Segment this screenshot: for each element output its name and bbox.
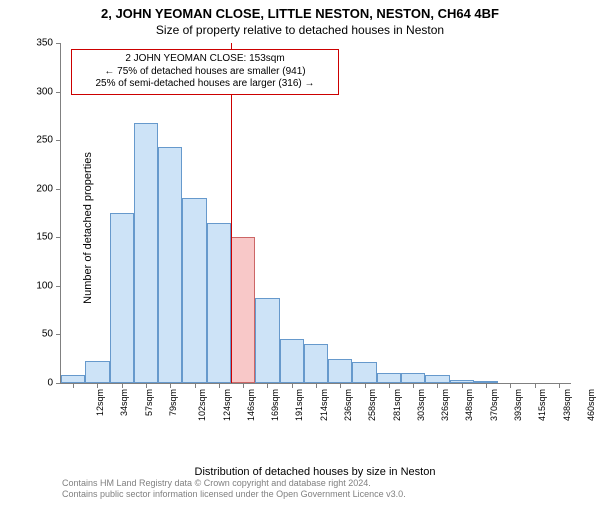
x-tick-label: 415sqm	[537, 389, 547, 421]
x-tick-label: 124sqm	[222, 389, 232, 421]
x-tick	[365, 383, 366, 388]
histogram-bar	[61, 375, 85, 383]
annotation-line: 25% of semi-detached houses are larger (…	[78, 78, 332, 91]
histogram-bar	[304, 344, 328, 383]
x-tick	[267, 383, 268, 388]
histogram-bar-highlight	[231, 237, 255, 383]
x-tick-label: 303sqm	[416, 389, 426, 421]
y-tick-label: 350	[36, 38, 53, 49]
x-tick	[486, 383, 487, 388]
y-tick-label: 0	[47, 378, 53, 389]
x-tick-label: 438sqm	[562, 389, 572, 421]
histogram-bar	[182, 198, 206, 383]
x-tick-label: 326sqm	[440, 389, 450, 421]
histogram-bar	[401, 373, 425, 383]
x-tick-label: 57sqm	[144, 389, 154, 416]
histogram-bar	[158, 147, 182, 383]
x-tick	[122, 383, 123, 388]
x-tick	[437, 383, 438, 388]
y-tick	[56, 286, 61, 287]
y-tick	[56, 237, 61, 238]
x-tick	[97, 383, 98, 388]
y-tick-label: 300	[36, 86, 53, 97]
x-tick	[462, 383, 463, 388]
x-tick	[170, 383, 171, 388]
x-tick-label: 281sqm	[392, 389, 402, 421]
annotation-box: 2 JOHN YEOMAN CLOSE: 153sqm← 75% of deta…	[71, 49, 339, 95]
y-tick	[56, 140, 61, 141]
y-tick	[56, 92, 61, 93]
x-tick-label: 191sqm	[294, 389, 304, 421]
x-tick-label: 34sqm	[119, 389, 129, 416]
histogram-bar	[110, 213, 134, 383]
attribution-footer: Contains HM Land Registry data © Crown c…	[62, 478, 406, 500]
x-tick-label: 146sqm	[246, 389, 256, 421]
histogram-bar	[255, 298, 279, 383]
x-tick	[292, 383, 293, 388]
x-tick-label: 258sqm	[367, 389, 377, 421]
x-tick-label: 370sqm	[489, 389, 499, 421]
x-tick	[243, 383, 244, 388]
y-tick	[56, 189, 61, 190]
x-tick-label: 393sqm	[513, 389, 523, 421]
y-tick	[56, 43, 61, 44]
histogram-chart: Number of detached properties 0501001502…	[60, 43, 570, 413]
x-tick-label: 169sqm	[270, 389, 280, 421]
x-tick	[146, 383, 147, 388]
annotation-line: 2 JOHN YEOMAN CLOSE: 153sqm	[78, 53, 332, 66]
x-tick	[559, 383, 560, 388]
x-tick-label: 12sqm	[95, 389, 105, 416]
y-tick-label: 250	[36, 135, 53, 146]
footer-line-2: Contains public sector information licen…	[62, 489, 406, 500]
x-tick	[73, 383, 74, 388]
x-tick	[316, 383, 317, 388]
histogram-bar	[280, 339, 304, 383]
histogram-bar	[85, 361, 109, 383]
histogram-bar	[134, 123, 158, 383]
x-tick	[413, 383, 414, 388]
y-tick-label: 50	[42, 329, 53, 340]
histogram-bar	[425, 375, 449, 383]
x-tick	[219, 383, 220, 388]
x-tick	[340, 383, 341, 388]
page-subtitle: Size of property relative to detached ho…	[0, 23, 600, 37]
y-tick-label: 150	[36, 232, 53, 243]
x-tick-label: 236sqm	[343, 389, 353, 421]
page-title: 2, JOHN YEOMAN CLOSE, LITTLE NESTON, NES…	[0, 6, 600, 21]
y-tick-label: 100	[36, 280, 53, 291]
footer-line-1: Contains HM Land Registry data © Crown c…	[62, 478, 406, 489]
plot-area: 05010015020025030035012sqm34sqm57sqm79sq…	[60, 43, 571, 384]
y-tick	[56, 383, 61, 384]
y-tick-label: 200	[36, 183, 53, 194]
histogram-bar	[328, 359, 352, 383]
x-tick-label: 460sqm	[586, 389, 596, 421]
x-tick	[195, 383, 196, 388]
x-tick	[535, 383, 536, 388]
x-tick-label: 79sqm	[168, 389, 178, 416]
x-tick-label: 102sqm	[197, 389, 207, 421]
histogram-bar	[207, 223, 231, 383]
x-axis-title: Distribution of detached houses by size …	[60, 466, 570, 478]
x-tick	[510, 383, 511, 388]
histogram-bar	[377, 373, 401, 383]
histogram-bar	[352, 362, 376, 383]
x-tick	[389, 383, 390, 388]
y-tick	[56, 334, 61, 335]
annotation-line: ← 75% of detached houses are smaller (94…	[78, 66, 332, 79]
x-tick-label: 348sqm	[464, 389, 474, 421]
x-tick-label: 214sqm	[319, 389, 329, 421]
